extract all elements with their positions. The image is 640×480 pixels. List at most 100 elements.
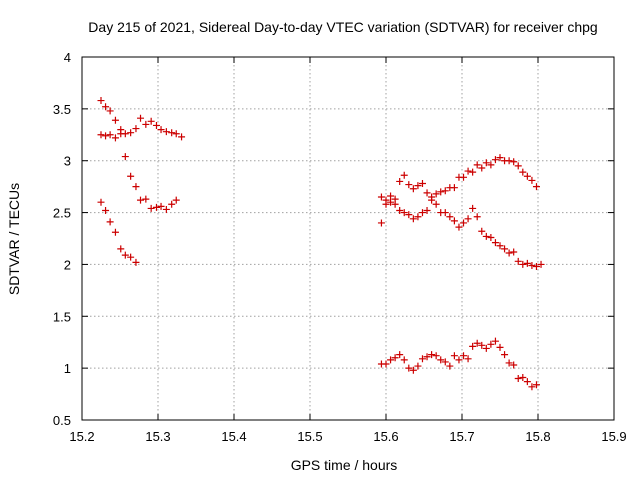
data-point [414,182,422,190]
data-point [487,233,495,241]
data-point [132,258,140,266]
data-point [528,176,536,184]
data-point [510,248,518,256]
series-track-c [97,198,140,266]
data-point [519,373,527,381]
x-axis-label: GPS time / hours [291,457,398,473]
data-point [409,185,417,193]
grid-lines [82,57,614,420]
data-point [469,342,477,350]
x-tick-label: 15.3 [145,429,170,444]
data-point [505,359,513,367]
data-point [532,381,540,389]
data-point [528,261,536,269]
data-point [178,133,186,141]
data-point [132,125,140,133]
data-point [469,204,477,212]
data-point [487,340,495,348]
y-tick-label: 2 [64,257,71,272]
data-point [482,159,490,167]
data-point [464,355,472,363]
data-point [482,232,490,240]
data-point [450,352,458,360]
data-point [147,204,155,212]
data-point [478,341,486,349]
chart-title: Day 215 of 2021, Sidereal Day-to-day VTE… [88,19,597,35]
data-point [450,217,458,225]
data-point [428,193,436,201]
data-point [478,164,486,172]
data-point [168,129,176,137]
data-point [418,209,426,217]
series-track-d [377,195,545,271]
data-point [514,375,522,383]
data-point [111,134,119,142]
x-tick-label: 15.6 [373,429,398,444]
data-point [428,351,436,359]
data-point [152,121,160,129]
data-point [142,120,150,128]
data-point [137,114,145,122]
data-point [132,183,140,191]
data-point [418,355,426,363]
data-point [121,251,129,259]
data-point [387,192,395,200]
series-track-a [97,97,186,141]
data-point [510,361,518,369]
data-point [496,242,504,250]
data-point [405,364,413,372]
data-point [102,206,110,214]
data-point [491,337,499,345]
data-point [510,158,518,166]
data-point [97,131,105,139]
data-point [382,360,390,368]
data-point [377,193,385,201]
data-point [405,211,413,219]
x-tick-label: 15.4 [221,429,246,444]
data-point [460,352,468,360]
data-point [487,161,495,169]
data-point [464,215,472,223]
data-point [152,203,160,211]
data-point [505,249,513,257]
data-point [441,187,449,195]
data-point [377,219,385,227]
data-point [446,213,454,221]
series-track-f [377,337,540,391]
plot-frame [81,56,615,421]
axis-ticks: 15.2 15.3 15.4 15.5 15.6 15.7 15.8 15.9 0.5 1 1.5 2… [53,50,627,444]
data-point [491,156,499,164]
data-point [514,162,522,170]
data-point [405,181,413,189]
data-point [409,366,417,374]
data-point [400,209,408,217]
data-point [97,97,105,105]
data-point [473,339,481,347]
data-point [127,253,135,261]
data-point [523,172,531,180]
data-point [172,196,180,204]
data-point [501,351,509,359]
data-point [432,352,440,360]
x-tick-label: 15.8 [525,429,550,444]
data-point [528,383,536,391]
data-point [391,354,399,362]
y-tick-label: 3.5 [53,102,71,117]
y-tick-label: 4 [64,50,71,65]
data-point [391,200,399,208]
data-point [446,362,454,370]
data-point [441,358,449,366]
data-point [157,126,165,134]
data-point [106,131,114,139]
y-tick-label: 1.5 [53,309,71,324]
data-point [514,257,522,265]
data-point [162,128,170,136]
data-point [117,130,125,138]
data-point [491,239,499,247]
data-point [121,153,129,161]
data-points [97,97,545,391]
x-tick-label: 15.7 [449,429,474,444]
data-point [162,205,170,213]
data-point [409,215,417,223]
